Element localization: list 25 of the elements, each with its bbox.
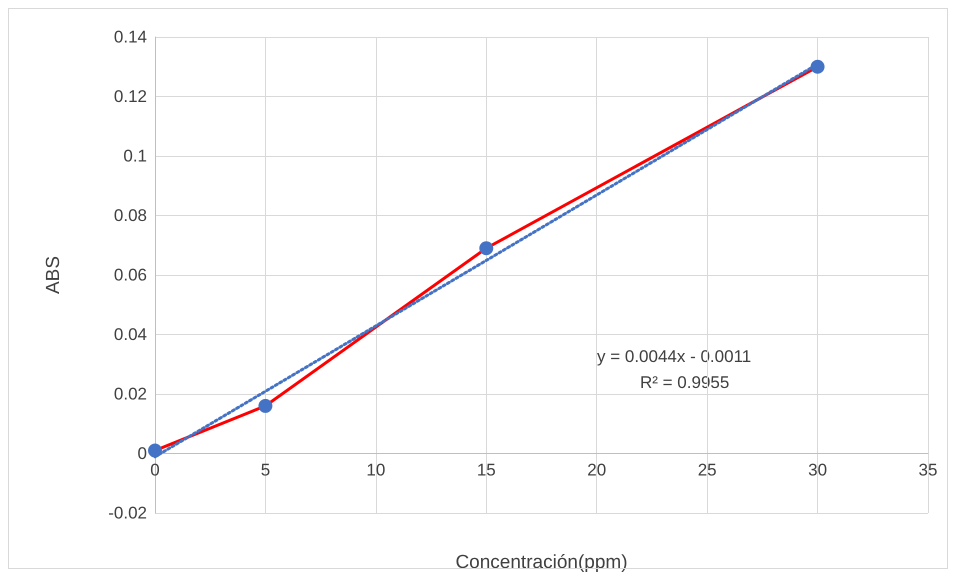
x-tick-label: 5: [260, 460, 270, 480]
x-tick-label: 10: [366, 460, 386, 480]
x-tick-label: 30: [808, 460, 828, 480]
y-tick-label: 0.02: [114, 384, 147, 404]
point: [148, 444, 162, 458]
annotation: R² = 0.9955: [640, 373, 730, 392]
y-tick-label: 0.1: [123, 146, 147, 166]
point: [258, 398, 272, 413]
x-tick-label: 25: [698, 460, 717, 480]
x-tick-label: 15: [476, 460, 496, 480]
x-axis-title: Concentración(ppm): [455, 552, 628, 573]
y-tick-label: 0.06: [114, 266, 147, 284]
point: [479, 241, 494, 256]
y-tick-label: 0.12: [114, 87, 147, 106]
y-tick-label: 0: [138, 444, 147, 463]
y-tick-label: 0.08: [114, 206, 147, 225]
annotation: y = 0.0044x - 0.0011: [597, 347, 752, 366]
x-tick-label: 35: [918, 460, 938, 480]
x-tick-label: 20: [587, 460, 606, 480]
y-tick-label: 0.14: [114, 28, 147, 46]
y-tick-label: -0.02: [108, 504, 147, 522]
x-tick-label: 0: [150, 460, 160, 480]
point: [810, 60, 825, 74]
y-tick-label: 0.04: [114, 325, 147, 344]
y-axis-title: ABS: [43, 256, 64, 294]
